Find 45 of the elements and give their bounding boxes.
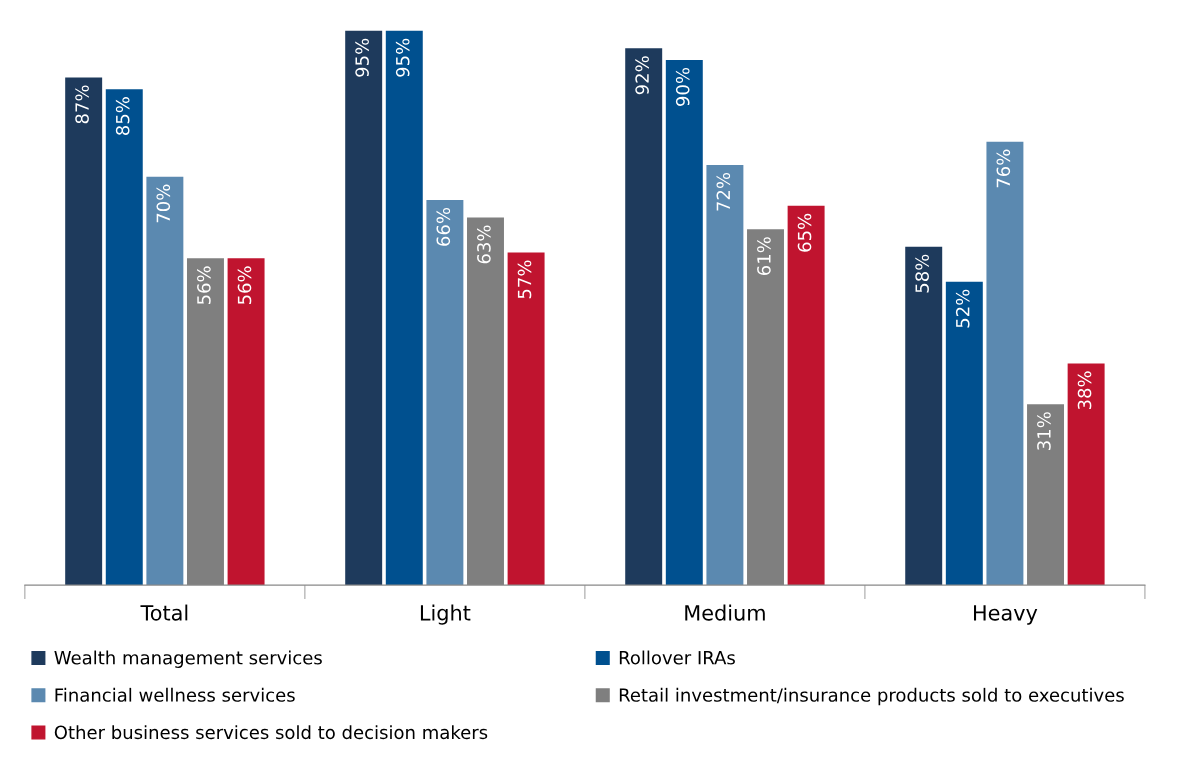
legend-label: Other business services sold to decision makers xyxy=(54,725,488,740)
data-label: 95% xyxy=(355,38,369,77)
data-label: 63% xyxy=(477,225,491,264)
data-label: 61% xyxy=(757,237,771,276)
bar xyxy=(625,48,663,586)
data-label: 31% xyxy=(1037,412,1051,450)
legend-label: Rollover IRAs xyxy=(619,650,735,665)
data-label: 90% xyxy=(675,67,690,106)
bar xyxy=(787,205,825,586)
data-label: 56% xyxy=(197,266,211,305)
data-label: 87% xyxy=(75,85,89,124)
bar xyxy=(507,252,545,586)
bar xyxy=(105,89,143,586)
bar xyxy=(65,77,103,586)
data-label: 92% xyxy=(635,56,649,95)
data-label: 56% xyxy=(237,266,252,305)
data-label: 85% xyxy=(115,97,130,136)
data-label: 52% xyxy=(955,289,970,328)
legend-label: Wealth management services xyxy=(54,650,322,668)
x-tick-label: Heavy xyxy=(974,605,1038,625)
bar xyxy=(1067,363,1105,586)
x-tick-label: Light xyxy=(420,604,471,625)
bar xyxy=(706,165,744,586)
data-label: 95% xyxy=(395,38,410,77)
bar xyxy=(385,30,423,586)
bar xyxy=(905,246,943,586)
data-label: 38% xyxy=(1077,371,1092,410)
x-tick-label: Medium xyxy=(685,604,765,621)
data-label: 66% xyxy=(436,207,451,246)
legend-label: Retail investment/insurance products sold to executives xyxy=(619,687,1124,706)
bar xyxy=(146,176,184,586)
data-label: 76% xyxy=(996,149,1011,188)
x-tick-label: Total xyxy=(140,604,188,621)
bar xyxy=(665,59,703,586)
bar xyxy=(345,30,383,586)
data-label: 70% xyxy=(156,184,171,223)
bar xyxy=(227,258,265,586)
data-label: 72% xyxy=(716,172,731,211)
bar xyxy=(945,281,983,586)
bar xyxy=(426,200,464,586)
legend-label: Financial wellness services xyxy=(55,687,295,702)
data-label: 65% xyxy=(797,213,812,252)
bar xyxy=(986,141,1024,586)
data-label: 58% xyxy=(915,254,929,293)
data-label: 57% xyxy=(517,260,532,299)
